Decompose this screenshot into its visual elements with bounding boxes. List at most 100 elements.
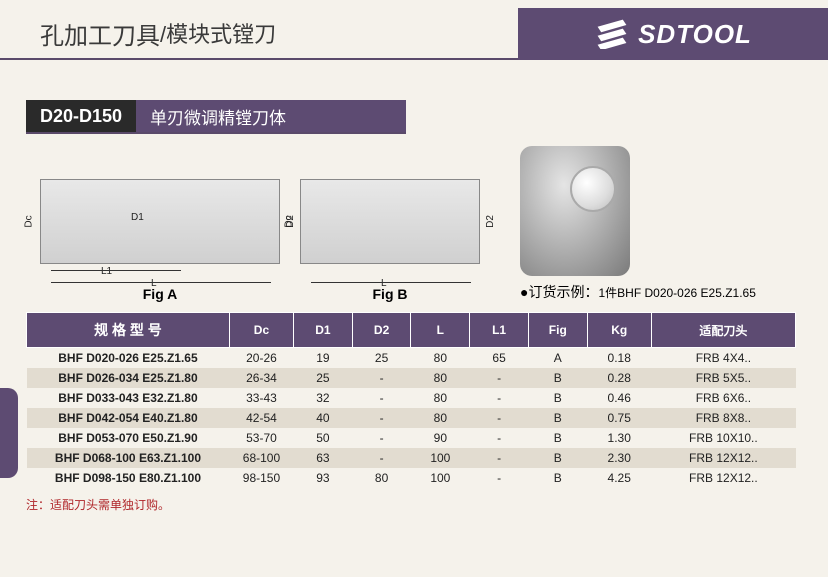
table-cell: BHF D098-150 E80.Z1.100 bbox=[27, 468, 230, 488]
table-cell: 0.18 bbox=[587, 348, 651, 369]
fig-a-caption: Fig A bbox=[40, 286, 280, 302]
table-cell: 25 bbox=[352, 348, 411, 369]
table-cell: 100 bbox=[411, 468, 470, 488]
table-cell: 80 bbox=[411, 368, 470, 388]
dim-dc: Dc bbox=[24, 215, 35, 227]
fig-b-diagram: Dc D2 L bbox=[300, 179, 480, 264]
col-header: 规 格 型 号 bbox=[27, 313, 230, 348]
table-cell: BHF D068-100 E63.Z1.100 bbox=[27, 448, 230, 468]
col-header: Fig bbox=[528, 313, 587, 348]
section-header: D20-D150 单刃微调精镗刀体 bbox=[26, 100, 406, 134]
table-row: BHF D098-150 E80.Z1.10098-1509380100-B4.… bbox=[27, 468, 796, 488]
fig-b-block: Dc D2 L Fig B bbox=[300, 179, 480, 302]
footer-note: 注：适配刀头需单独订购。 bbox=[26, 496, 828, 513]
table-cell: - bbox=[470, 428, 529, 448]
fig-b-caption: Fig B bbox=[300, 286, 480, 302]
table-cell: FRB 5X5.. bbox=[651, 368, 795, 388]
table-row: BHF D020-026 E25.Z1.6520-2619258065A0.18… bbox=[27, 348, 796, 369]
dim-l1: L1 bbox=[101, 266, 112, 277]
table-cell: - bbox=[470, 448, 529, 468]
table-cell: - bbox=[352, 388, 411, 408]
table-cell: - bbox=[352, 408, 411, 428]
side-tab bbox=[0, 388, 18, 478]
table-cell: 53-70 bbox=[229, 428, 293, 448]
col-header: D2 bbox=[352, 313, 411, 348]
header-title: 孔加工刀具/模块式镗刀 bbox=[0, 8, 518, 60]
table-cell: - bbox=[352, 368, 411, 388]
order-note-value: 1件BHF D020-026 E25.Z1.65 bbox=[598, 286, 755, 300]
table-cell: 93 bbox=[294, 468, 353, 488]
table-cell: FRB 4X4.. bbox=[651, 348, 795, 369]
table-cell: A bbox=[528, 348, 587, 369]
table-cell: BHF D026-034 E25.Z1.80 bbox=[27, 368, 230, 388]
table-cell: 98-150 bbox=[229, 468, 293, 488]
table-cell: FRB 6X6.. bbox=[651, 388, 795, 408]
col-header: Dc bbox=[229, 313, 293, 348]
table-cell: 25 bbox=[294, 368, 353, 388]
dim-l-b: L bbox=[381, 278, 387, 289]
table-cell: BHF D042-054 E40.Z1.80 bbox=[27, 408, 230, 428]
table-cell: 4.25 bbox=[587, 468, 651, 488]
table-row: BHF D033-043 E32.Z1.8033-4332-80-B0.46FR… bbox=[27, 388, 796, 408]
table-cell: 90 bbox=[411, 428, 470, 448]
table-cell: 26-34 bbox=[229, 368, 293, 388]
table-cell: 80 bbox=[352, 468, 411, 488]
table-cell: B bbox=[528, 388, 587, 408]
table-cell: 68-100 bbox=[229, 448, 293, 468]
figures-row: Dc D1 D2 L1 L Fig A Dc D2 L Fig B ●订货示例：… bbox=[0, 134, 828, 302]
col-header: L1 bbox=[470, 313, 529, 348]
col-header: L bbox=[411, 313, 470, 348]
table-cell: 19 bbox=[294, 348, 353, 369]
table-cell: B bbox=[528, 408, 587, 428]
table-row: BHF D042-054 E40.Z1.8042-5440-80-B0.75FR… bbox=[27, 408, 796, 428]
table-cell: - bbox=[470, 368, 529, 388]
table-cell: - bbox=[352, 448, 411, 468]
table-cell: 2.30 bbox=[587, 448, 651, 468]
fig-a-diagram: Dc D1 D2 L1 L bbox=[40, 179, 280, 264]
table-cell: FRB 12X12.. bbox=[651, 448, 795, 468]
table-cell: BHF D053-070 E50.Z1.90 bbox=[27, 428, 230, 448]
table-cell: FRB 8X8.. bbox=[651, 408, 795, 428]
table-cell: 80 bbox=[411, 408, 470, 428]
table-cell: 32 bbox=[294, 388, 353, 408]
table-cell: 33-43 bbox=[229, 388, 293, 408]
table-cell: 1.30 bbox=[587, 428, 651, 448]
table-row: BHF D068-100 E63.Z1.10068-10063-100-B2.3… bbox=[27, 448, 796, 468]
table-cell: 80 bbox=[411, 388, 470, 408]
col-header: 适配刀头 bbox=[651, 313, 795, 348]
brand-block: SDTOOL bbox=[518, 8, 828, 60]
table-cell: 20-26 bbox=[229, 348, 293, 369]
fig-photo-block: ●订货示例：1件BHF D020-026 E25.Z1.65 bbox=[520, 146, 756, 302]
dim-d2-b: D2 bbox=[485, 215, 496, 228]
order-note: ●订货示例：1件BHF D020-026 E25.Z1.65 bbox=[520, 282, 756, 302]
table-cell: - bbox=[470, 388, 529, 408]
table-cell: 80 bbox=[411, 348, 470, 369]
bullet-icon: ●订货示例： bbox=[520, 284, 598, 300]
table-cell: BHF D020-026 E25.Z1.65 bbox=[27, 348, 230, 369]
table-cell: 0.28 bbox=[587, 368, 651, 388]
col-header: D1 bbox=[294, 313, 353, 348]
product-photo bbox=[520, 146, 630, 276]
table-cell: 50 bbox=[294, 428, 353, 448]
title-main: 孔加工刀具 bbox=[40, 16, 160, 51]
brand-text: SDTOOL bbox=[638, 19, 752, 50]
table-cell: - bbox=[470, 408, 529, 428]
header-bar: 孔加工刀具/模块式镗刀 SDTOOL bbox=[0, 8, 828, 60]
table-cell: 42-54 bbox=[229, 408, 293, 428]
table-cell: 0.75 bbox=[587, 408, 651, 428]
table-cell: B bbox=[528, 468, 587, 488]
table-cell: B bbox=[528, 448, 587, 468]
table-cell: - bbox=[470, 468, 529, 488]
section-code: D20-D150 bbox=[26, 100, 136, 132]
table-cell: FRB 10X10.. bbox=[651, 428, 795, 448]
col-header: Kg bbox=[587, 313, 651, 348]
table-cell: B bbox=[528, 368, 587, 388]
fig-a-block: Dc D1 D2 L1 L Fig A bbox=[40, 179, 280, 302]
table-cell: 100 bbox=[411, 448, 470, 468]
dim-l: L bbox=[151, 278, 157, 289]
table-row: BHF D026-034 E25.Z1.8026-3425-80-B0.28FR… bbox=[27, 368, 796, 388]
table-row: BHF D053-070 E50.Z1.9053-7050-90-B1.30FR… bbox=[27, 428, 796, 448]
table-cell: - bbox=[352, 428, 411, 448]
table-cell: B bbox=[528, 428, 587, 448]
table-cell: 63 bbox=[294, 448, 353, 468]
